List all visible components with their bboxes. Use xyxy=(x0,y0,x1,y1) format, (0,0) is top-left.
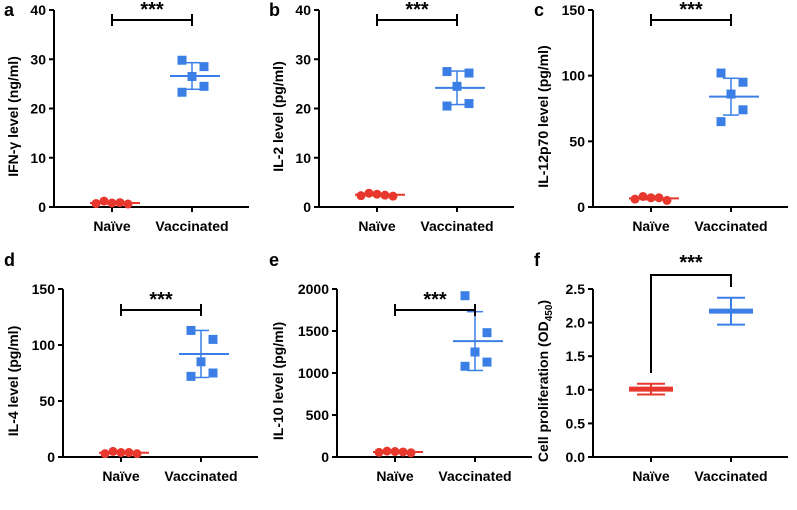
y-tick-label: 2000 xyxy=(298,281,329,297)
y-tick-label: 20 xyxy=(295,101,311,117)
data-point xyxy=(186,371,196,381)
significance-label: *** xyxy=(405,0,429,21)
y-tick-label: 1.5 xyxy=(566,348,586,364)
data-point xyxy=(208,334,218,344)
significance-bracket xyxy=(650,274,732,373)
data-point xyxy=(460,361,470,371)
data-point xyxy=(208,368,218,378)
y-tick-label: 0 xyxy=(577,199,585,215)
y-tick-label: 1.0 xyxy=(566,382,586,398)
panel-label: d xyxy=(4,250,15,270)
panel-label: b xyxy=(269,0,280,20)
y-tick-label: 0.5 xyxy=(566,415,586,431)
x-tick-label: Vaccinated xyxy=(438,468,511,484)
y-tick-label: 40 xyxy=(295,2,311,18)
x-tick-label: Naïve xyxy=(632,218,670,234)
panel-c: c 0 50 100 150 Naïve Vaccinated IL-12p70 level … xyxy=(534,0,788,234)
y-tick-label: 2.0 xyxy=(566,315,586,331)
significance-bracket xyxy=(394,304,476,316)
data-point xyxy=(716,68,726,78)
panel-b: b 0 10 20 30 40 Naïve Vaccinated IL-2 level (pg/… xyxy=(269,0,514,234)
x-tick-label: Naïve xyxy=(358,218,396,234)
y-tick-label: 1000 xyxy=(298,365,329,381)
x-tick-label: Naïve xyxy=(632,468,670,484)
y-tick-label: 150 xyxy=(32,281,56,297)
data-point xyxy=(662,195,672,205)
y-tick-label: 100 xyxy=(32,337,56,353)
x-tick-label: Vaccinated xyxy=(420,218,493,234)
significance-label: *** xyxy=(149,289,173,311)
data-point xyxy=(460,291,470,301)
y-axis-label-subscript: 450 xyxy=(544,304,555,321)
data-point xyxy=(388,191,398,201)
y-axis-label: IFN-γ level (ng/ml) xyxy=(5,56,21,177)
x-tick-label: Vaccinated xyxy=(694,218,767,234)
x-tick-label: Vaccinated xyxy=(694,468,767,484)
y-tick-label: 10 xyxy=(295,150,311,166)
significance-bracket xyxy=(120,304,202,316)
y-axis-label-end: ) xyxy=(535,300,551,305)
data-point xyxy=(442,67,452,77)
data-point xyxy=(199,81,209,91)
y-tick-label: 150 xyxy=(562,2,586,18)
y-axis-label: IL-12p70 level (pg/ml) xyxy=(535,45,551,187)
y-axis-label: IL-4 level (pg/ml) xyxy=(5,326,21,436)
data-point xyxy=(186,325,196,335)
significance-label: *** xyxy=(679,0,703,21)
data-point xyxy=(464,68,474,78)
panel-e: e 0 500 1000 1500 2000 Naïve Vaccinated IL-10 le… xyxy=(269,250,532,484)
panel-f: f 0.0 0.5 1.0 1.5 2.0 2.5 Naïve Vaccinated Cell p… xyxy=(534,250,788,484)
y-tick-label: 0 xyxy=(303,199,311,215)
x-tick-label: Naïve xyxy=(376,468,414,484)
significance-bracket xyxy=(376,14,458,26)
data-point xyxy=(177,87,187,97)
y-axis-label: IL-10 level (pg/ml) xyxy=(270,322,286,440)
x-tick-label: Vaccinated xyxy=(155,218,228,234)
y-tick-label: 30 xyxy=(30,51,46,67)
panel-label: e xyxy=(269,250,279,270)
data-point xyxy=(482,357,492,367)
x-tick-label: Naïve xyxy=(93,218,131,234)
panel-label: f xyxy=(534,250,541,270)
data-point xyxy=(482,328,492,338)
data-point xyxy=(738,77,748,87)
y-tick-label: 50 xyxy=(569,133,585,149)
y-tick-label: 0 xyxy=(38,199,46,215)
y-tick-label: 1500 xyxy=(298,323,329,339)
panel-a: a 0 10 20 30 40 Naïve Vaccinated IFN-γ level (ng… xyxy=(4,0,249,234)
data-point xyxy=(464,99,474,109)
significance-label: *** xyxy=(140,0,164,21)
panel-label: a xyxy=(4,0,15,20)
panel-d: d 0 50 100 150 Naïve Vaccinated IL-4 level (pg/… xyxy=(4,250,258,484)
data-point xyxy=(199,62,209,72)
data-point xyxy=(177,55,187,65)
x-tick-label: Naïve xyxy=(102,468,140,484)
y-tick-label: 50 xyxy=(39,393,55,409)
y-tick-label: 10 xyxy=(30,150,46,166)
significance-bracket xyxy=(650,14,732,26)
y-tick-label: 500 xyxy=(306,407,330,423)
y-tick-label: 2.5 xyxy=(566,281,586,297)
panel-label: c xyxy=(534,0,544,20)
data-point xyxy=(442,101,452,111)
data-point xyxy=(716,117,726,127)
significance-label: *** xyxy=(679,252,703,274)
y-axis-label: IL-2 level (pg/ml) xyxy=(270,61,286,171)
y-axis-label: Cell proliferation (OD450) xyxy=(535,300,555,462)
y-tick-label: 0 xyxy=(321,449,329,465)
y-tick-label: 0 xyxy=(47,449,55,465)
data-point xyxy=(738,105,748,115)
significance-bracket xyxy=(111,14,193,26)
y-tick-label: 30 xyxy=(295,51,311,67)
x-tick-label: Vaccinated xyxy=(164,468,237,484)
y-tick-label: 0.0 xyxy=(566,449,586,465)
y-tick-label: 20 xyxy=(30,101,46,117)
y-tick-label: 100 xyxy=(562,68,586,84)
significance-label: *** xyxy=(423,289,447,311)
y-tick-label: 40 xyxy=(30,2,46,18)
